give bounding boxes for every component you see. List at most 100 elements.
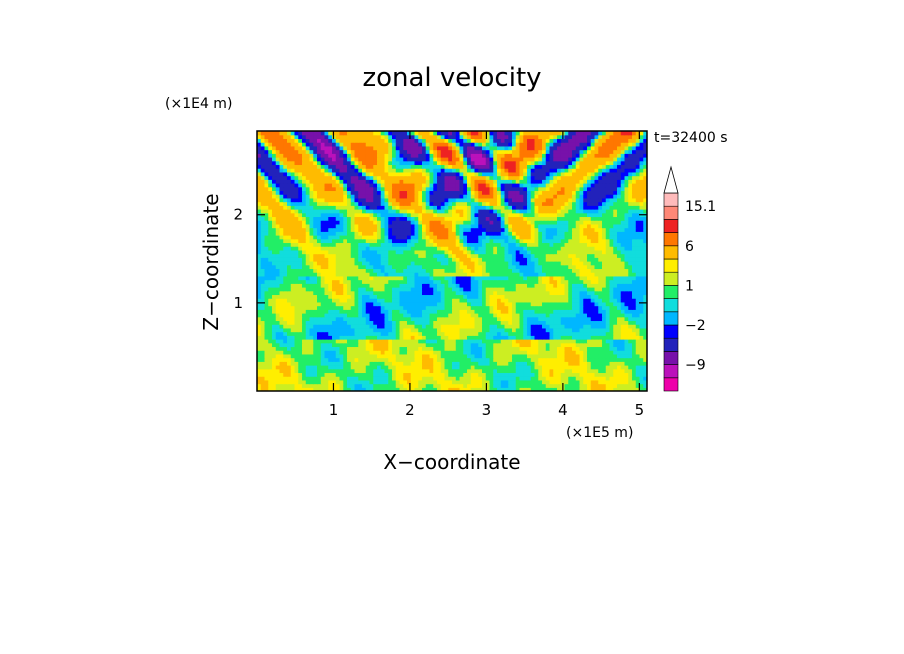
field-cell [275, 235, 281, 240]
field-cell [305, 272, 311, 277]
field-cell [275, 290, 281, 296]
field-cell [598, 309, 603, 314]
field-cell [470, 379, 476, 385]
field-cell [380, 249, 386, 255]
field-cell [399, 379, 404, 385]
field-cell [433, 324, 438, 329]
field-cell [384, 290, 389, 296]
field-cell [422, 223, 427, 229]
field-cell [425, 305, 431, 310]
field-cell [309, 235, 314, 240]
field-cell [598, 223, 603, 229]
field-cell [268, 246, 273, 251]
field-cell [429, 238, 434, 244]
field-cell [448, 372, 453, 377]
field-cell [474, 242, 479, 247]
field-cell [594, 365, 599, 370]
field-cell [358, 287, 363, 292]
field-cell [504, 309, 509, 314]
field-cell [553, 227, 558, 232]
field-cell [448, 246, 453, 251]
field-cell [287, 350, 292, 355]
field-cell [328, 368, 333, 374]
field-cell [620, 342, 626, 348]
field-cell [523, 249, 528, 255]
field-cell [339, 305, 344, 310]
field-cell [605, 272, 611, 277]
field-cell [568, 275, 573, 281]
field-cell [290, 268, 296, 273]
field-cell [313, 287, 318, 292]
field-cell [632, 294, 637, 299]
field-cell [523, 275, 528, 281]
field-cell [264, 242, 269, 247]
field-cell [564, 261, 569, 266]
field-cell [275, 212, 281, 218]
field-cell [365, 242, 371, 247]
field-cell [572, 294, 577, 299]
field-cell [257, 324, 262, 329]
field-cell [358, 212, 363, 218]
field-cell [560, 346, 566, 351]
field-cell [425, 268, 431, 273]
field-cell [343, 294, 348, 299]
field-cell [493, 275, 498, 281]
field-cell [399, 235, 404, 240]
field-cell [328, 305, 333, 310]
field-cell [410, 339, 416, 344]
field-cell [452, 301, 457, 307]
field-cell [320, 376, 326, 381]
field-cell [617, 324, 622, 329]
field-cell [527, 383, 532, 388]
field-cell [433, 383, 438, 388]
field-cell [572, 324, 577, 329]
field-cell [444, 342, 449, 348]
field-cell [587, 301, 592, 307]
field-cell [350, 335, 356, 340]
field-cell [403, 257, 408, 262]
field-cell [545, 342, 551, 348]
field-cell [643, 376, 647, 381]
field-cell [298, 379, 303, 385]
field-cell [309, 324, 314, 329]
field-cell [332, 339, 337, 344]
field-cell [572, 305, 577, 310]
field-cell [384, 379, 389, 385]
field-cell [384, 253, 389, 258]
field-cell [598, 357, 603, 362]
field-cell [632, 298, 637, 303]
field-cell [257, 342, 262, 348]
field-cell [425, 249, 431, 255]
field-cell [553, 253, 558, 258]
field-cell [467, 231, 472, 236]
field-cell [474, 350, 479, 355]
field-cell [549, 357, 554, 362]
field-cell [545, 231, 551, 236]
field-cell [538, 313, 543, 318]
field-cell [392, 249, 397, 255]
field-cell [365, 353, 371, 359]
field-cell [384, 316, 389, 322]
field-cell [635, 220, 641, 225]
field-cell [407, 298, 412, 303]
field-cell [643, 342, 647, 348]
field-cell [553, 220, 558, 225]
field-cell [437, 346, 442, 351]
field-cell [620, 327, 626, 333]
field-cell [564, 357, 569, 362]
field-cell [373, 264, 378, 270]
field-cell [545, 257, 551, 262]
field-cell [317, 387, 322, 391]
field-cell [459, 253, 464, 258]
field-cell [508, 372, 513, 377]
field-cell [489, 339, 494, 344]
field-cell [470, 253, 476, 258]
field-cell [313, 220, 318, 225]
field-cell [575, 339, 581, 344]
field-cell [474, 357, 479, 362]
field-cell [628, 342, 633, 348]
field-cell [530, 290, 536, 296]
field-cell [260, 327, 266, 333]
field-cell [354, 372, 359, 377]
field-cell [624, 353, 629, 359]
